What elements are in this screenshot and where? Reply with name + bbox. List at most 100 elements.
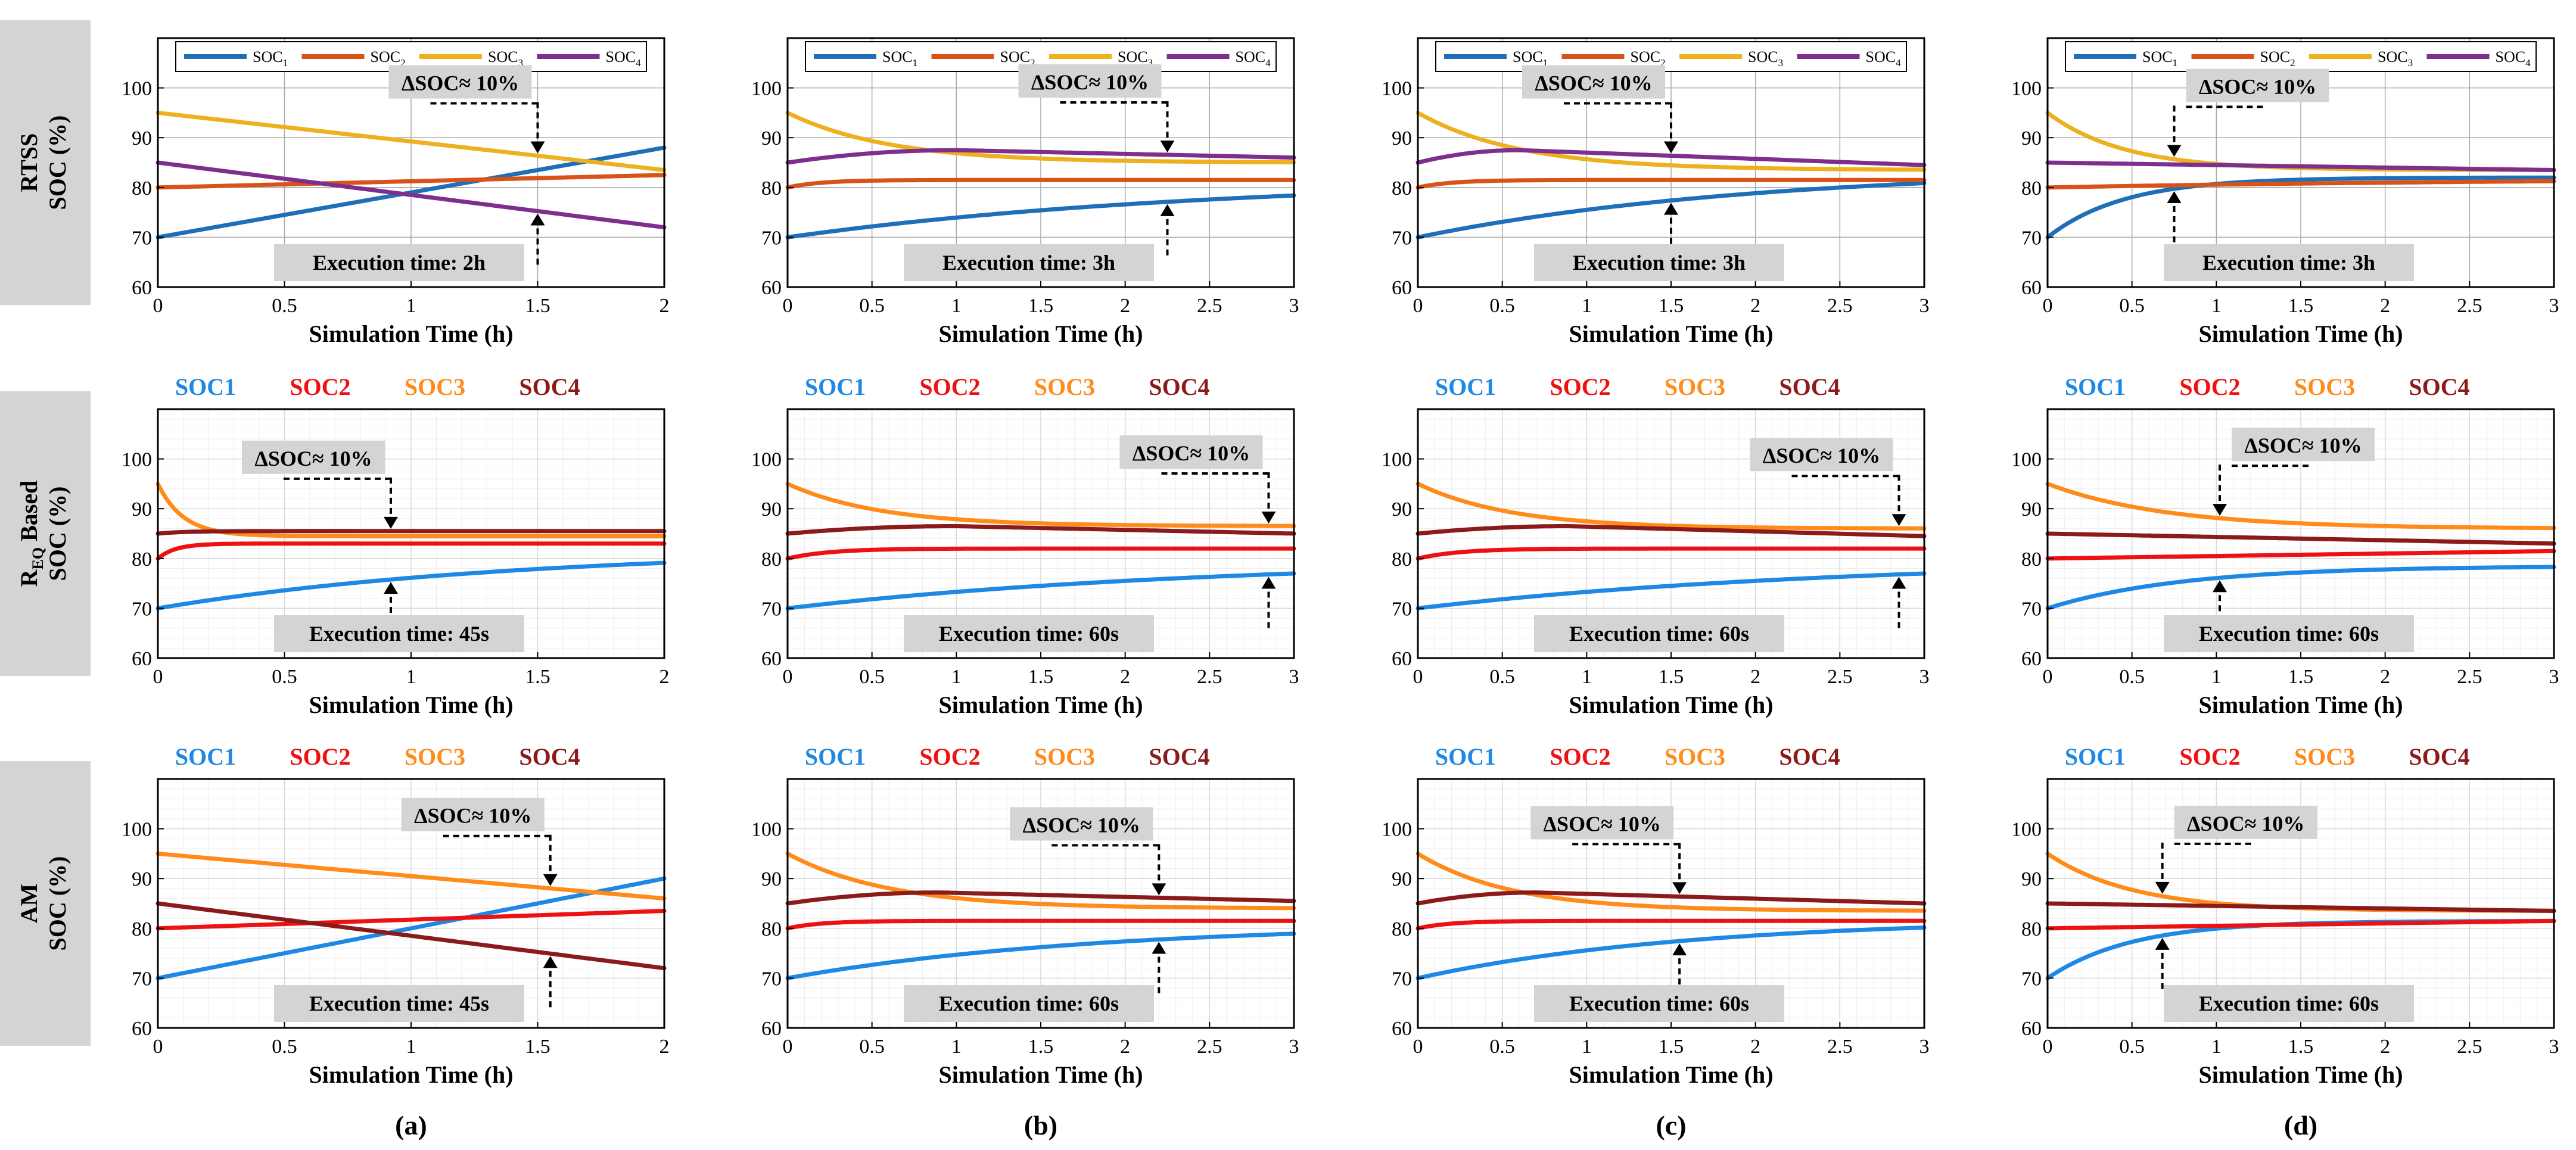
y-tick-label: 100 <box>1382 449 1412 471</box>
legend-entry: SOC3 <box>405 743 465 770</box>
y-tick-label: 60 <box>2021 648 2042 670</box>
y-tick-label: 90 <box>1392 868 1412 890</box>
delta-label-box <box>388 65 532 99</box>
y-tick-label: 90 <box>761 498 782 521</box>
x-tick-label: 1 <box>2211 295 2222 317</box>
execution-time-box <box>274 615 524 652</box>
legend-entry: SOC3 <box>1034 743 1095 770</box>
execution-time-label: Execution time: 60s <box>2199 992 2379 1015</box>
x-tick-label: 1 <box>951 295 962 317</box>
delta-arrow-down <box>1891 514 1906 526</box>
series-line-soc2 <box>2045 918 2556 931</box>
panel-r2-c1: 0 0.5 1 1.5 2 2.5 3 60 70 80 90 100 Simulation Time … <box>751 743 1299 1088</box>
x-tick-label: 0 <box>783 295 793 317</box>
delta-arrow-up <box>1672 943 1687 956</box>
series-line-soc3 <box>155 110 667 172</box>
y-tick-label: 80 <box>761 548 782 571</box>
legend-entry: SOC1 <box>2142 48 2177 68</box>
delta-label: ΔSOC≈ 10% <box>1023 813 1140 837</box>
y-tick-label: 80 <box>2021 177 2042 200</box>
x-tick-label: 0 <box>153 666 163 688</box>
y-tick-label: 70 <box>132 968 152 990</box>
execution-time-box <box>1534 244 1784 281</box>
series-line-soc1 <box>2045 175 2556 239</box>
delta-marker: ΔSOC≈ 10% <box>1018 64 1175 255</box>
legend: SOC1 SOC2 SOC3 SOC4 <box>2065 373 2470 400</box>
series-line-soc4 <box>155 901 667 971</box>
y-tick-label: 70 <box>761 968 782 990</box>
x-tick-label: 2.5 <box>1197 1036 1222 1058</box>
series-line-soc2 <box>785 177 1296 190</box>
row-label-line2: SOC (%) <box>44 856 71 951</box>
y-tick-label: 100 <box>2011 449 2042 471</box>
x-axis-label: Simulation Time (h) <box>1569 1061 1773 1088</box>
legend-entry: SOC4 <box>519 743 580 770</box>
legend-entry: SOC1 <box>882 48 917 68</box>
x-axis-label: Simulation Time (h) <box>1569 320 1773 347</box>
legend: SOC1 SOC2 SOC3 SOC4 <box>175 743 580 770</box>
legend-entry: SOC1 <box>2065 373 2126 400</box>
execution-time-label: Execution time: 3h <box>1573 251 1746 275</box>
legend-entry: SOC4 <box>2409 743 2469 770</box>
execution-time-box <box>904 615 1154 652</box>
execution-time-box <box>2164 244 2414 281</box>
panel-r2-c0: 0 0.5 1 1.5 2 60 70 80 90 100 Simulation Time (h) S… <box>122 743 670 1088</box>
x-tick-label: 1 <box>1582 295 1592 317</box>
x-tick-label: 1.5 <box>525 295 550 317</box>
legend-entry: SOC1 <box>1435 743 1496 770</box>
x-tick-label: 1.5 <box>2288 1036 2314 1058</box>
delta-marker: ΔSOC≈ 10% <box>2213 428 2375 632</box>
x-tick-label: 0.5 <box>1489 666 1515 688</box>
legend-entry: SOC2 <box>919 373 980 400</box>
legend-entry: SOC3 <box>1748 48 1783 68</box>
execution-time-box <box>274 985 524 1022</box>
x-tick-label: 2 <box>1120 666 1130 688</box>
x-tick-label: 0.5 <box>272 295 297 317</box>
delta-label-box <box>242 440 385 474</box>
y-tick-label: 100 <box>751 78 782 100</box>
delta-label: ΔSOC≈ 10% <box>1543 812 1660 836</box>
legend-entry: SOC2 <box>2179 743 2240 770</box>
x-tick-label: 1.5 <box>1659 666 1684 688</box>
execution-time-label: Execution time: 60s <box>939 992 1119 1015</box>
legend-entry: SOC4 <box>1236 48 1271 68</box>
series-line-soc2 <box>1415 918 1927 931</box>
x-tick-label: 3 <box>1289 666 1299 688</box>
row-label-text-group: AM SOC (%) <box>15 856 71 951</box>
x-axis-label: Simulation Time (h) <box>938 691 1143 718</box>
y-tick-label: 100 <box>2011 819 2042 841</box>
legend-entry: SOC2 <box>1000 48 1035 68</box>
y-tick-label: 90 <box>2021 868 2042 890</box>
y-tick-label: 80 <box>132 177 152 200</box>
y-tick-label: 60 <box>132 277 152 299</box>
delta-arrow-up <box>543 956 558 968</box>
delta-arrow-down <box>1664 141 1678 154</box>
y-tick-label: 60 <box>132 1018 152 1040</box>
x-tick-label: 2 <box>1120 295 1130 317</box>
x-tick-label: 3 <box>1919 666 1930 688</box>
execution-time-label: Execution time: 60s <box>1569 992 1749 1015</box>
delta-label: ΔSOC≈ 10% <box>1763 444 1880 468</box>
x-axis-label: Simulation Time (h) <box>2198 691 2403 718</box>
x-tick-label: 0.5 <box>2119 666 2145 688</box>
y-tick-label: 100 <box>122 819 152 841</box>
y-tick-label: 60 <box>1392 277 1412 299</box>
delta-label-box <box>1018 64 1162 98</box>
row-label-line2: SOC (%) <box>44 487 71 581</box>
legend-entry: SOC4 <box>1866 48 1902 68</box>
legend-entry: SOC3 <box>1665 373 1725 400</box>
y-tick-label: 70 <box>132 598 152 620</box>
series-line-soc1 <box>1415 571 1927 610</box>
series-line-soc3 <box>2045 481 2556 531</box>
legend-entry: SOC4 <box>519 373 580 400</box>
y-tick-label: 90 <box>2021 498 2042 521</box>
series-line-soc2 <box>785 918 1296 931</box>
x-tick-label: 2.5 <box>2457 295 2482 317</box>
column-label: (d) <box>2284 1110 2317 1140</box>
legend-entry: SOC1 <box>175 373 236 400</box>
x-tick-label: 1 <box>406 666 416 688</box>
legend: SOC1 SOC2 SOC3 SOC4 <box>1435 41 1907 72</box>
delta-label: ΔSOC≈ 10% <box>1031 70 1149 94</box>
y-tick-label: 100 <box>1382 78 1412 100</box>
x-axis-label: Simulation Time (h) <box>309 1061 513 1088</box>
